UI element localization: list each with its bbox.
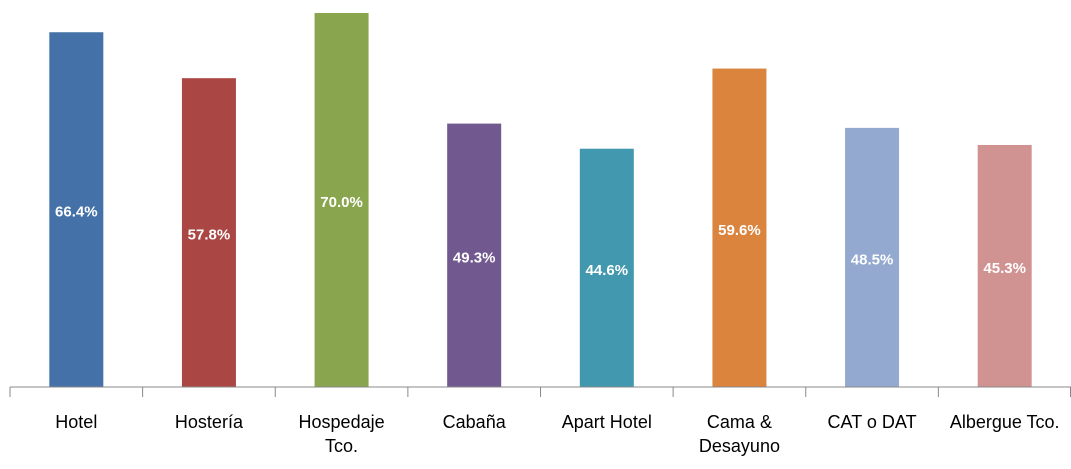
data-label: 70.0% [320, 194, 363, 211]
data-label: 49.3% [453, 249, 496, 266]
data-label: 44.6% [586, 262, 629, 279]
bar [49, 32, 104, 388]
bar [712, 68, 767, 388]
bar [977, 144, 1032, 387]
x-tick-label: Cama & Desayuno [698, 412, 780, 456]
bar [845, 127, 900, 387]
x-tick-label: Cabaña [442, 412, 506, 432]
x-tick-label: Apart Hotel [561, 412, 652, 432]
x-tick-label: Albergue Tco. [949, 412, 1060, 432]
x-tick-label: Hostería [174, 412, 243, 432]
bar [181, 78, 236, 387]
x-tick-label: CAT o DAT [827, 412, 917, 432]
data-label: 57.8% [188, 227, 231, 244]
x-tick-label: Hospedaje Tco. [298, 412, 385, 456]
data-label: 59.6% [718, 222, 761, 239]
data-label: 48.5% [851, 251, 894, 268]
data-label: 45.3% [983, 260, 1026, 277]
bar [579, 148, 634, 387]
bar [314, 13, 369, 387]
data-label: 66.4% [55, 204, 98, 221]
bar [447, 123, 502, 388]
x-tick-label: Hotel [55, 412, 98, 432]
